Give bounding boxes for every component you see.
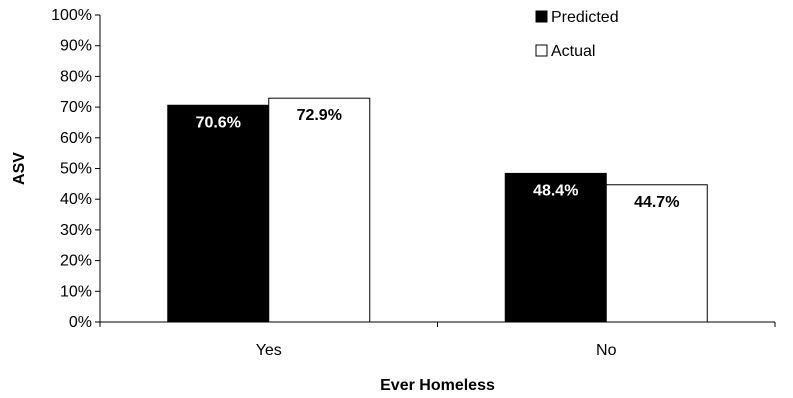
y-tick-label: 90% <box>60 38 92 55</box>
x-axis-categories: Yes No <box>99 322 776 359</box>
y-tick-label: 80% <box>60 68 92 85</box>
y-tick-label: 40% <box>60 191 92 208</box>
y-axis-ticks: 0% 10% 20% 30% 40% 50% 60% 70% 80% 90% 100% <box>51 7 100 331</box>
legend-label: Actual <box>551 43 595 60</box>
bars <box>167 97 708 323</box>
data-label: 44.7% <box>634 194 679 211</box>
y-tick-label: 50% <box>60 161 92 178</box>
data-label: 72.9% <box>297 107 342 124</box>
y-tick-label: 0% <box>69 314 92 331</box>
legend-swatch-predicted <box>535 10 548 23</box>
y-tick-label: 20% <box>60 253 92 270</box>
y-axis-title: ASV <box>11 152 28 185</box>
x-category-label: Yes <box>256 342 282 359</box>
x-axis-title: Ever Homeless <box>380 377 495 394</box>
legend: Predicted Actual <box>535 9 619 60</box>
bar-predicted-yes <box>167 104 270 323</box>
legend-label: Predicted <box>551 9 619 26</box>
data-label: 48.4% <box>533 182 578 199</box>
x-category-label: No <box>596 342 617 359</box>
bar-actual-no <box>605 184 708 323</box>
y-tick-label: 60% <box>60 130 92 147</box>
y-tick-label: 10% <box>60 283 92 300</box>
y-tick-label: 70% <box>60 99 92 116</box>
bar-predicted-no <box>504 172 607 323</box>
data-labels: 70.6% 72.9% 48.4% 44.7% <box>196 107 680 211</box>
legend-swatch-actual <box>535 44 548 57</box>
bar-actual-yes <box>268 97 371 323</box>
y-tick-label: 100% <box>51 7 92 24</box>
y-tick-label: 30% <box>60 222 92 239</box>
data-label: 70.6% <box>196 114 241 131</box>
